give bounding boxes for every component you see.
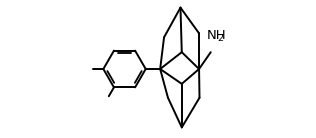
Text: NH: NH	[206, 29, 226, 42]
Text: 2: 2	[217, 34, 223, 43]
